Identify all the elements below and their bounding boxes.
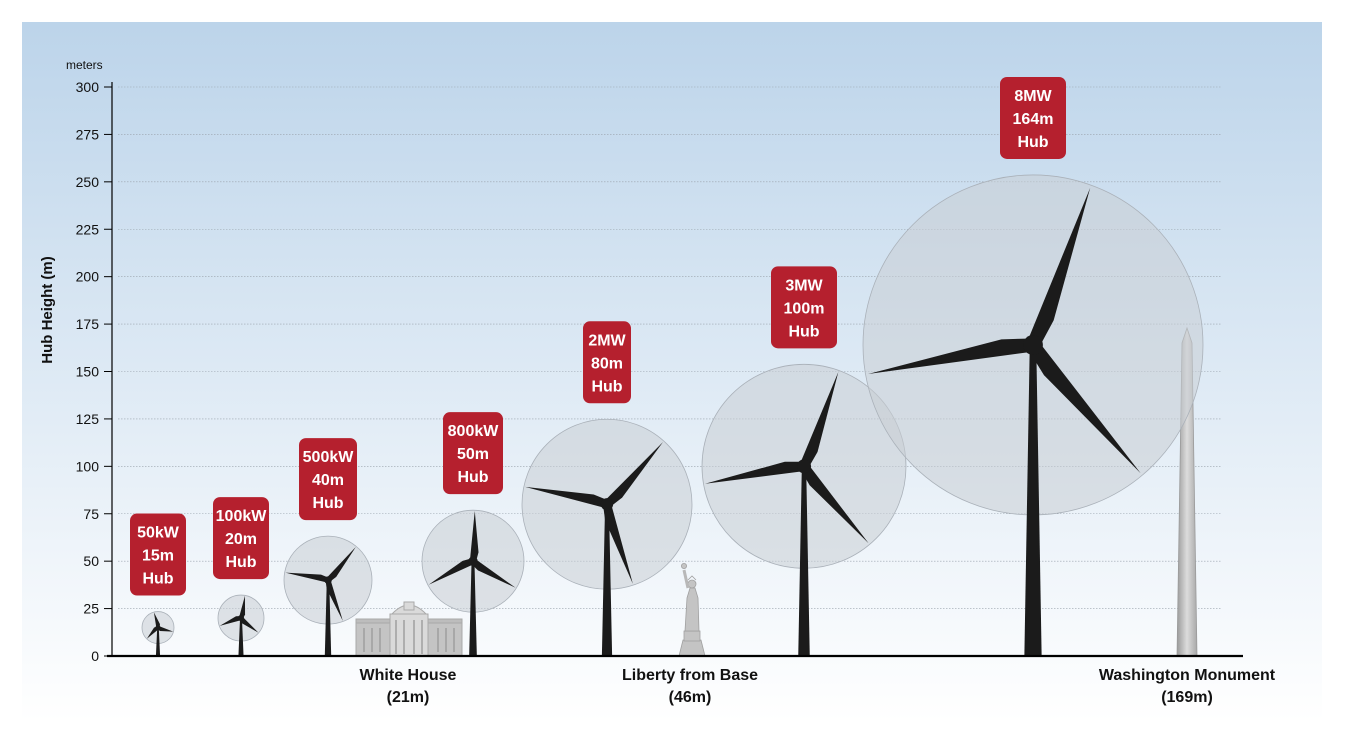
turbine-blade (603, 442, 664, 507)
turbine-badge (443, 412, 503, 495)
y-tick-label: 75 (83, 506, 99, 522)
turbine-blade (705, 461, 805, 484)
turbine-blade (800, 463, 869, 544)
y-tick-label: 50 (83, 553, 99, 569)
turbine-500kW: 500kW 40m Hub (283, 438, 373, 656)
turbine-blade (428, 558, 475, 585)
turbine-blade (239, 616, 259, 633)
turbine-badge-line: Hub (312, 495, 343, 512)
turbine-badge-line: 50m (457, 446, 489, 463)
turbine-badge-line: Hub (225, 554, 256, 571)
turbine-blade (471, 558, 516, 588)
turbine-blade (238, 595, 246, 619)
y-tick-label: 225 (76, 221, 100, 237)
turbine-blade (1026, 187, 1091, 348)
turbine-tower (1024, 344, 1042, 656)
y-tick-label: 175 (76, 316, 100, 332)
turbine-hub (155, 625, 161, 631)
turbine-2MW: 2MW 80m Hub (521, 321, 693, 656)
turbine-8MW: 8MW 164m Hub (862, 76, 1204, 656)
turbine-badge-line: 40m (312, 472, 344, 489)
turbine-badge-line: Hub (142, 571, 173, 588)
y-tick-label: 275 (76, 126, 100, 142)
turbine-badge-line: Hub (788, 323, 819, 340)
turbine-blade (157, 625, 174, 632)
landmark-label-washington-monument: Washington Monument (1099, 667, 1276, 684)
turbine-badge-line: Hub (457, 469, 488, 486)
turbine-blade (285, 572, 329, 583)
y-axis-title: Hub Height (m) (39, 256, 56, 363)
statue-of-liberty-icon (678, 563, 706, 657)
turbine-badge-line: Hub (591, 378, 622, 395)
turbine-badge-line: Hub (1017, 134, 1048, 151)
y-tick-label: 125 (76, 411, 100, 427)
turbine-badge-line: 100kW (216, 508, 268, 525)
turbine-badge (771, 266, 837, 349)
turbine-badge-line: 500kW (303, 449, 355, 466)
white-house-icon (355, 601, 463, 657)
turbine-blade (219, 616, 242, 626)
turbine-hub (796, 459, 812, 474)
turbine-badge-line: 80m (591, 355, 623, 372)
turbine-hub (324, 576, 332, 584)
turbine-blade (146, 626, 160, 639)
landmark-height-liberty: (46m) (669, 689, 712, 706)
turbine-badge (213, 497, 269, 580)
turbine-50kW: 50kW 15m Hub (130, 513, 186, 656)
y-tick-label: 0 (91, 648, 99, 664)
turbine-blade (603, 503, 633, 584)
y-tick-label: 150 (76, 364, 100, 380)
turbine-hub (237, 615, 245, 622)
turbine-blade (326, 546, 356, 582)
turbine-badge (1000, 76, 1066, 159)
turbine-badge-line: 2MW (588, 332, 626, 349)
turbine-hub (468, 556, 478, 566)
y-units-label: meters (66, 58, 103, 72)
turbine-badge-line: 20m (225, 531, 257, 548)
landmark-height-white-house: (21m) (387, 689, 430, 706)
turbine-tower (798, 466, 810, 656)
y-tick-label: 200 (76, 269, 100, 285)
turbine-badge-line: 8MW (1014, 88, 1052, 105)
turbine-badge (583, 321, 631, 404)
y-tick-label: 100 (76, 458, 100, 474)
turbine-3MW: 3MW 100m Hub (701, 266, 907, 656)
turbine-blade (325, 579, 343, 621)
turbine-100kW: 100kW 20m Hub (213, 497, 269, 656)
turbine-blade (525, 486, 608, 509)
turbine-badge-line: 100m (784, 300, 825, 317)
turbine-hub (600, 498, 614, 511)
y-tick-label: 25 (83, 601, 99, 617)
turbine-blade (868, 338, 1035, 375)
landmark-height-washington-monument: (169m) (1161, 689, 1213, 706)
y-axis-ticks: 0 25 50 75 100 125 150 175 200 225 250 275 300 (76, 79, 112, 664)
turbine-badge-line: 800kW (448, 423, 500, 440)
turbine-tower (469, 561, 477, 656)
turbine-badge (299, 438, 357, 521)
landmark-label-liberty: Liberty from Base (622, 667, 758, 684)
turbine-blade (469, 510, 479, 562)
turbine-blade (153, 612, 160, 628)
y-tick-label: 300 (76, 79, 100, 95)
turbine-tower (238, 618, 244, 656)
turbine-badge-line: 15m (142, 548, 174, 565)
y-tick-label: 250 (76, 174, 100, 190)
turbine-badge-line: 3MW (785, 277, 823, 294)
turbine-badge (130, 513, 186, 596)
turbine-tower (324, 580, 332, 656)
turbine-badge-line: 50kW (137, 525, 180, 542)
turbine-tower (601, 504, 613, 656)
turbine-badge-line: 164m (1013, 111, 1054, 128)
turbine-800kW: 800kW 50m Hub (421, 412, 525, 656)
turbine-blade (1027, 340, 1141, 474)
landmark-label-white-house: White House (360, 667, 457, 684)
turbines: 50kW 15m Hub 100kW 20m Hub 500kW 40m Hub 800kW 50m… (130, 76, 1204, 656)
turbine-blade (799, 371, 839, 468)
turbine-tower (155, 627, 161, 656)
turbine-hub (1023, 335, 1043, 355)
